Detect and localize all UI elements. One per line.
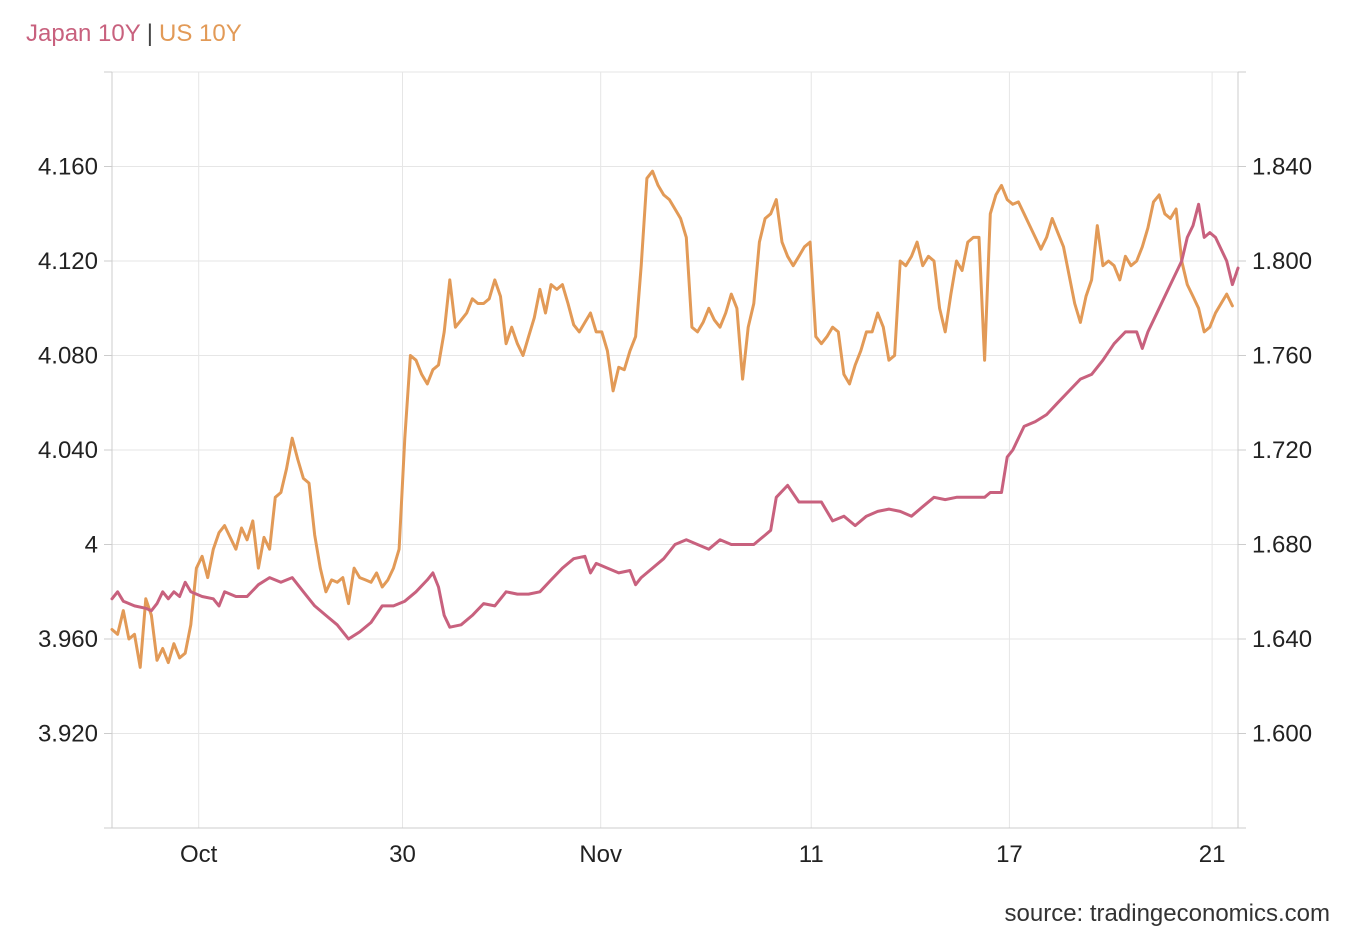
legend-us: US 10Y <box>159 20 242 47</box>
x-axis-tick-label: 17 <box>996 841 1023 868</box>
right-axis-tick-label: 1.760 <box>1252 343 1312 370</box>
left-axis-tick-label: 4.080 <box>38 343 98 370</box>
left-axis-tick-label: 4.040 <box>38 437 98 464</box>
right-axis-tick-label: 1.680 <box>1252 532 1312 559</box>
right-axis-tick-label: 1.600 <box>1252 721 1312 748</box>
left-axis-tick-label: 4.120 <box>38 248 98 275</box>
right-axis-tick-label: 1.640 <box>1252 626 1312 653</box>
us-10y-line <box>110 169 1234 669</box>
legend-separator: | <box>146 20 153 47</box>
x-axis-tick-label: 21 <box>1199 841 1226 868</box>
left-axis-tick-label: 3.960 <box>38 626 98 653</box>
legend-japan: Japan 10Y <box>26 20 141 47</box>
x-axis-tick-label: 11 <box>799 841 824 868</box>
source-credit: source: tradingeconomics.com <box>1004 900 1330 927</box>
x-axis-tick-label: Oct <box>180 841 218 868</box>
left-axis-tick-label: 4.160 <box>38 154 98 181</box>
x-axis-tick-label: Nov <box>579 841 622 868</box>
x-axis-tick-label: 30 <box>389 841 416 868</box>
left-axis-tick-label: 4 <box>85 532 98 559</box>
japan-10y-line <box>110 202 1240 641</box>
chart-legend: Japan 10Y | US 10Y <box>26 20 242 48</box>
right-axis-tick-label: 1.720 <box>1252 437 1312 464</box>
right-axis-tick-label: 1.800 <box>1252 248 1312 275</box>
right-axis-tick-label: 1.840 <box>1252 154 1312 181</box>
left-axis-tick-label: 3.920 <box>38 721 98 748</box>
